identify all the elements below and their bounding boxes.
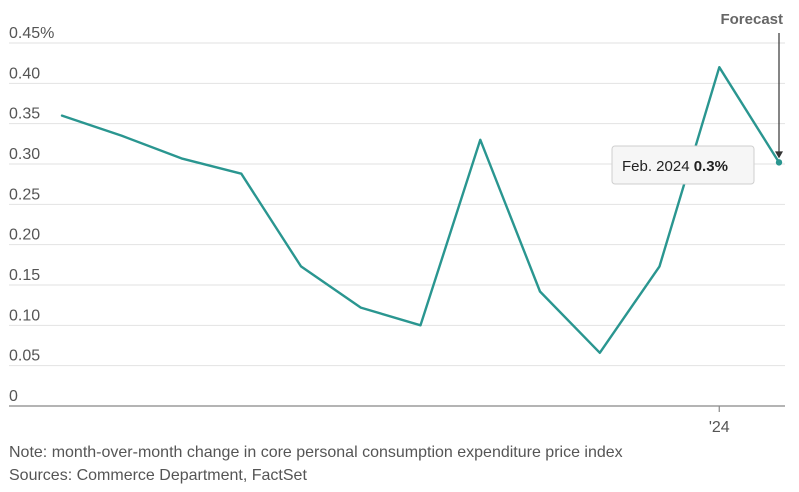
y-tick-label: 0.05 bbox=[9, 348, 40, 365]
x-tick-label: '24 bbox=[709, 419, 730, 436]
y-tick-label: 0.30 bbox=[9, 146, 40, 163]
series-layer bbox=[60, 65, 783, 354]
y-axis-ticks: 0.45% 0.40 0.35 0.30 0.25 0.20 0.15 0.10 0.05 0 bbox=[9, 25, 54, 405]
y-tick-label: 0.10 bbox=[9, 307, 40, 324]
y-tick-label: 0.25 bbox=[9, 186, 40, 203]
data-point bbox=[775, 159, 783, 166]
callout-date: Feb. 2024 bbox=[622, 158, 694, 175]
y-tick-label: 0.40 bbox=[9, 65, 40, 82]
x-axis-ticks: '24 bbox=[709, 406, 730, 436]
callout-box bbox=[611, 145, 755, 185]
y-tick-label: 0.35 bbox=[9, 106, 40, 123]
footer-note: Note: month-over-month change in core pe… bbox=[9, 444, 623, 461]
forecast-annotation: Forecast Feb. 2024 0.3% bbox=[611, 11, 783, 185]
y-tick-label: 0.20 bbox=[9, 227, 40, 244]
forecast-arrow-head bbox=[775, 151, 783, 159]
y-tick-label: 0.45% bbox=[9, 25, 54, 42]
line-chart: 0.45% 0.40 0.35 0.30 0.25 0.20 0.15 0.10 0.05 0 '… bbox=[9, 11, 785, 436]
callout-text: Feb. 2024 0.3% bbox=[622, 158, 728, 175]
grid-lines bbox=[9, 42, 785, 367]
footer-sources: Sources: Commerce Department, FactSet bbox=[9, 467, 307, 484]
y-tick-label: 0 bbox=[9, 388, 18, 405]
forecast-label: Forecast bbox=[720, 11, 783, 28]
series-line bbox=[60, 65, 781, 354]
y-tick-label: 0.15 bbox=[9, 267, 40, 284]
callout-value: 0.3% bbox=[694, 158, 728, 175]
